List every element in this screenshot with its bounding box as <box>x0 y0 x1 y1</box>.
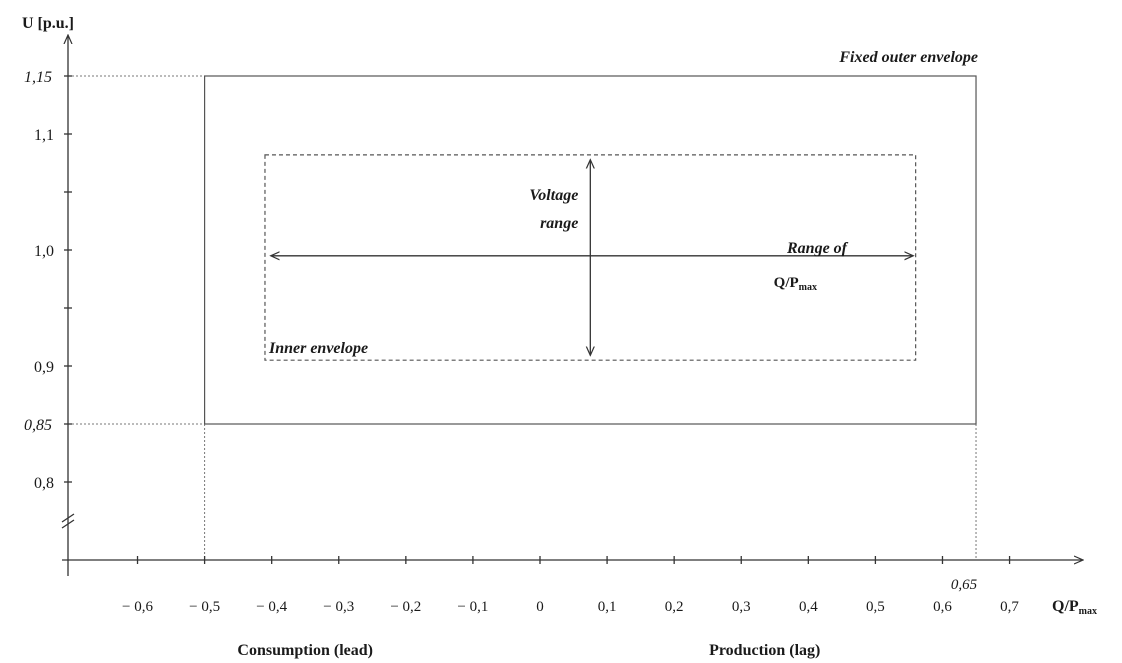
voltage-range-label-line2: range <box>540 215 578 232</box>
y-tick-label: 0,9 <box>34 359 54 376</box>
x-tick-label: 0,4 <box>799 599 818 615</box>
x-tick-label: − 0,1 <box>457 599 488 615</box>
outer-envelope-label: Fixed outer envelope <box>838 49 978 66</box>
q-range-label-line1: Range of <box>786 240 849 257</box>
inner-envelope <box>264 154 917 361</box>
x-axis-ticks: − 0,6 − 0,5 − 0,4 − 0,3 − 0,2 − 0,1 0 0,1 0,2 0,3… <box>122 556 1019 615</box>
production-caption: Production (lag) <box>709 642 820 659</box>
y-tick-label: 1,1 <box>34 127 54 144</box>
x-axis-label: Q/Pmax <box>1052 598 1097 617</box>
inner-envelope-label: Inner envelope <box>268 340 368 357</box>
q-range-label-line2: Q/Pmax <box>774 275 817 293</box>
x-tick-label: 0,5 <box>866 599 885 615</box>
x-tick-label: 0,6 <box>933 599 952 615</box>
x-tick-label: 0,1 <box>598 599 617 615</box>
x-tick-label: − 0,6 <box>122 599 153 615</box>
x-tick-label: 0,2 <box>665 599 684 615</box>
x-tick-label: − 0,5 <box>189 599 220 615</box>
q-range-label-main: Q/P <box>774 275 799 291</box>
y-tick-label: 1,15 <box>24 69 52 86</box>
consumption-caption: Consumption (lead) <box>237 642 373 659</box>
y-axis-label: U [p.u.] <box>22 15 74 32</box>
x-axis-label-sub: max <box>1079 606 1097 617</box>
guide-lines <box>68 75 977 560</box>
x-tick-label: − 0,2 <box>390 599 421 615</box>
x-tick-label: 0,7 <box>1000 599 1019 615</box>
x-extra-tick-label: 0,65 <box>951 577 978 593</box>
y-tick-label: 1,0 <box>34 243 54 260</box>
x-tick-label: 0,3 <box>732 599 751 615</box>
y-axis-break-mark <box>61 513 75 529</box>
y-tick-label: 0,85 <box>24 417 52 434</box>
y-tick-label: 0,8 <box>34 475 54 492</box>
x-tick-label: 0 <box>536 599 544 615</box>
x-tick-label: − 0,3 <box>323 599 354 615</box>
voltage-range-label-line1: Voltage <box>529 187 578 204</box>
x-axis-label-main: Q/P <box>1052 598 1079 615</box>
y-axis-ticks: 1,15 1,1 1,0 0,9 0,85 0,8 <box>24 69 72 492</box>
x-tick-label: − 0,4 <box>256 599 287 615</box>
outer-envelope <box>204 75 977 425</box>
q-range-label-sub: max <box>799 282 817 293</box>
